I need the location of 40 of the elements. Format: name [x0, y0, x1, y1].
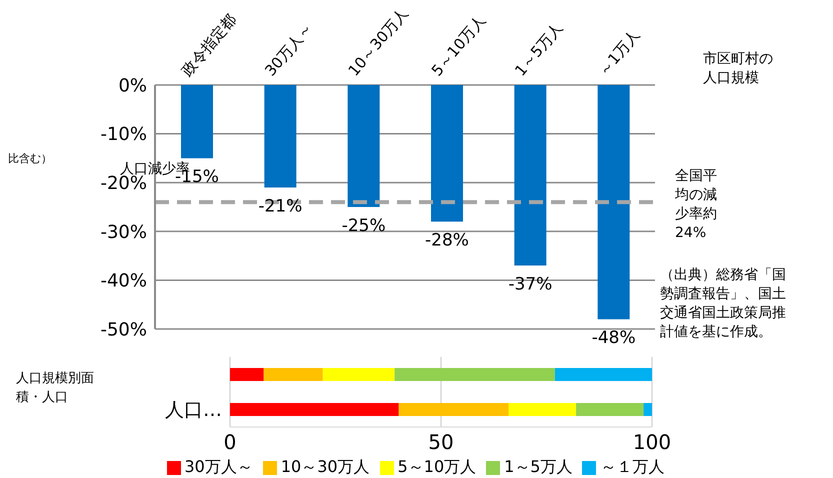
y-tick-label: 0% [118, 75, 147, 96]
x-tick-label: 1～5万人 [511, 18, 566, 80]
x-axis-title: 市区町村の人口規模 [703, 50, 774, 88]
text: （出典）総務省「国勢調査報告」、国土交通省国土政策局推計値を基に作成。 [660, 266, 787, 342]
bar [264, 368, 323, 381]
bar [398, 403, 509, 416]
data-label: -37% [508, 274, 552, 295]
data-label: -48% [592, 328, 636, 348]
y-tick-label: -50% [100, 319, 147, 340]
x-tick-label: 0 [224, 430, 236, 454]
data-label: -28% [425, 230, 469, 251]
bar [230, 368, 264, 381]
data-label: -21% [258, 196, 302, 216]
data-label: -25% [342, 216, 386, 236]
x-tick-label: ～1万人 [594, 26, 644, 80]
ref-line-label: 全国平均の減少率約24% [674, 168, 717, 242]
y-tick-label: -30% [100, 222, 147, 243]
bar [508, 403, 576, 416]
bar [322, 368, 395, 381]
legend-label: 1～5万人 [504, 457, 572, 476]
x-tick-label: 5～10万人 [428, 12, 490, 80]
legend-label: 30万人～ [184, 457, 253, 476]
y-tick-label: -40% [100, 270, 147, 292]
x-tick-label: 100 [632, 430, 672, 454]
legend-label: ～１万人 [600, 457, 664, 476]
legend-label: 5～10万人 [398, 457, 476, 476]
bar [554, 368, 652, 381]
bar [394, 368, 555, 381]
text: 比含む） [8, 151, 52, 166]
bar [230, 403, 399, 416]
y-axis-title: 人口規模別面積・人口 [16, 370, 95, 407]
x-tick-label: 政令指定都 [178, 10, 240, 80]
x-tick-label: 50 [428, 430, 454, 454]
x-tick-label: 30万人～ [261, 18, 316, 80]
y-tick-label: -10% [100, 124, 147, 146]
bar [576, 403, 644, 416]
x-tick-label: 10～30万人 [344, 4, 412, 80]
legend-label: 10～30万人 [280, 457, 370, 476]
bar [644, 403, 652, 416]
y-tick-label: 人口… [165, 399, 222, 422]
